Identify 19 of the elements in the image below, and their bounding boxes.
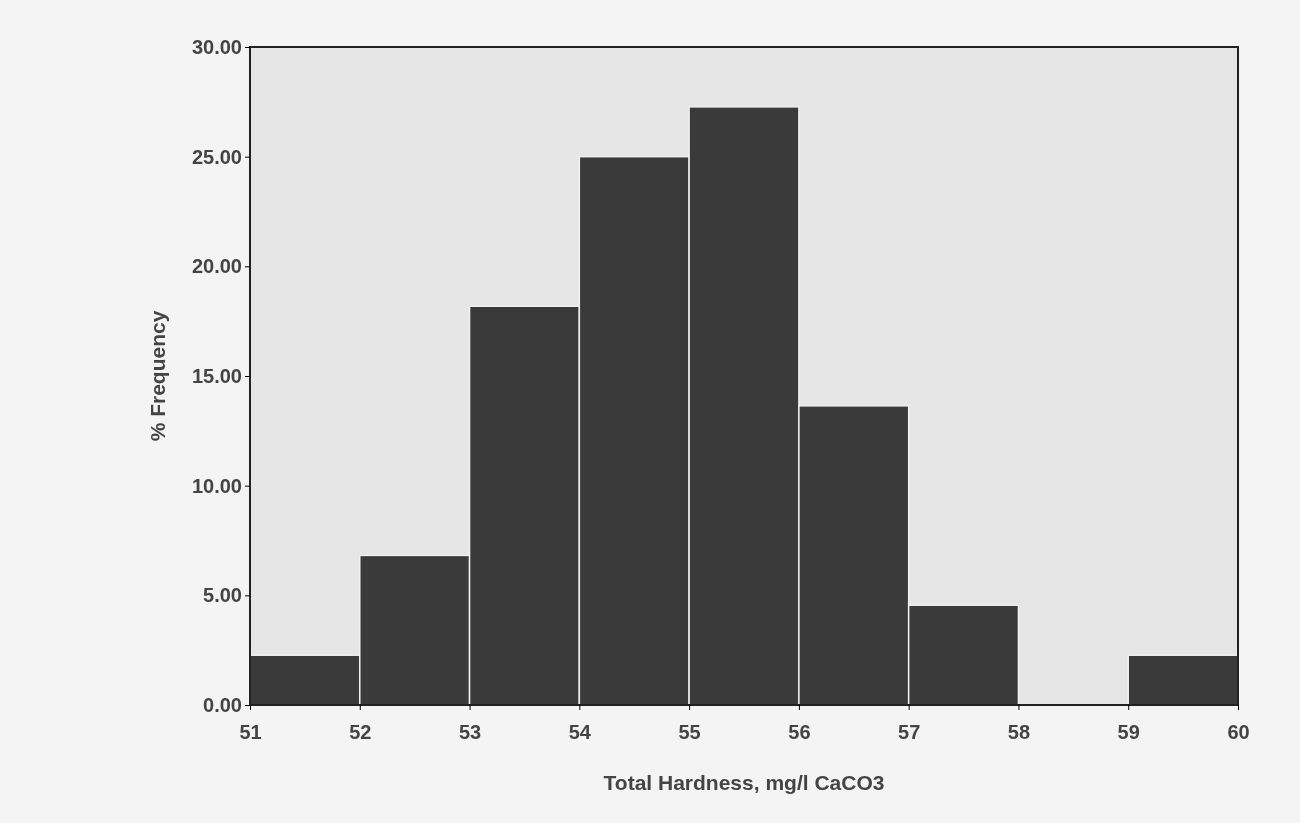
y-tick-label: 0.00 (203, 693, 242, 716)
x-axis-title: Total Hardness, mg/l CaCO3 (603, 771, 885, 794)
y-tick-label: 10.00 (191, 474, 242, 497)
x-tick-label: 54 (568, 721, 592, 743)
x-tick-label: 57 (898, 721, 921, 743)
x-tick-label: 51 (239, 721, 262, 743)
y-tick-label: 25.00 (191, 145, 242, 168)
y-axis-title: % Frequency (146, 310, 169, 442)
x-tick-label: 55 (678, 721, 701, 743)
x-tick-label: 60 (1227, 721, 1250, 743)
y-tick-label: 30.00 (191, 35, 242, 58)
x-tick-label: 58 (1007, 721, 1031, 743)
y-tick-label: 15.00 (191, 364, 242, 387)
x-tick-label: 59 (1117, 721, 1140, 743)
y-tick-label: 5.00 (203, 584, 242, 607)
x-tick-label: 56 (788, 721, 811, 743)
x-tick-label: 53 (458, 721, 482, 743)
y-tick-label: 20.00 (191, 255, 242, 278)
x-tick-label: 52 (349, 721, 372, 743)
